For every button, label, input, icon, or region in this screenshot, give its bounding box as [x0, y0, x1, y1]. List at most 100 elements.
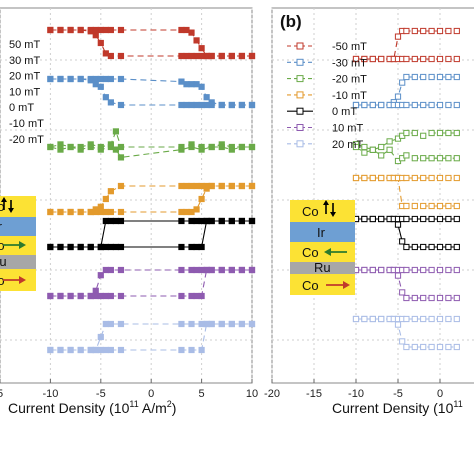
series-line-sweep-up: [356, 318, 457, 348]
data-point: [193, 266, 200, 274]
data-point: [403, 174, 410, 182]
data-point: [203, 101, 210, 109]
legend-swatch-marker: [296, 124, 304, 131]
legend-swatch-marker: [296, 75, 304, 83]
data-point: [352, 143, 360, 151]
data-point: [188, 81, 195, 88]
data-point: [47, 208, 54, 216]
data-point: [47, 143, 54, 151]
series-line-sweep-up: [50, 323, 252, 351]
data-point: [453, 101, 460, 109]
data-point: [107, 243, 114, 251]
data-point: [188, 182, 195, 190]
data-point: [77, 146, 84, 153]
data-point: [107, 52, 114, 60]
left-layer-stack: Co Ir Co Ru Co: [0, 196, 36, 291]
data-point: [178, 217, 185, 225]
right-layer-stack: Co Ir Co Ru Co: [290, 200, 355, 295]
data-point: [67, 208, 74, 216]
data-point: [57, 208, 64, 216]
right-tick-label: -20: [264, 388, 280, 400]
data-point: [193, 243, 200, 251]
data-point: [428, 243, 435, 251]
left-tick-label: 5: [0, 388, 3, 400]
left-tick-label: -10: [42, 388, 58, 400]
data-point: [193, 182, 200, 190]
data-point: [87, 292, 94, 300]
data-point: [445, 343, 452, 351]
series-line-sweep-up: [356, 76, 457, 106]
data-point: [403, 55, 410, 63]
data-point: [102, 217, 109, 225]
right-series--10-mT: [352, 174, 460, 210]
data-point: [436, 129, 444, 137]
data-point: [420, 215, 427, 223]
data-point: [203, 182, 210, 190]
data-point: [403, 202, 410, 210]
data-point: [453, 343, 460, 351]
data-point: [208, 320, 215, 328]
data-point: [188, 243, 195, 251]
data-point: [107, 75, 114, 83]
data-point: [208, 266, 215, 274]
data-point: [198, 52, 205, 60]
legend-label: 10 mT: [332, 123, 363, 135]
data-point: [92, 32, 99, 39]
left-series-50-mT: [47, 26, 256, 60]
data-point: [77, 208, 84, 216]
data-point: [47, 346, 54, 354]
data-point: [436, 73, 444, 81]
data-point: [178, 101, 185, 109]
right-tick-label: 0: [437, 388, 443, 400]
data-point: [117, 266, 125, 274]
data-point: [47, 75, 54, 83]
data-point: [403, 101, 410, 109]
data-point: [208, 182, 215, 190]
data-point: [361, 149, 368, 156]
data-point: [378, 174, 385, 182]
data-point: [117, 217, 125, 225]
data-point: [369, 55, 376, 63]
data-point: [97, 272, 104, 279]
data-point: [198, 266, 205, 274]
data-point: [248, 320, 256, 328]
data-point: [394, 272, 402, 279]
data-point: [248, 52, 256, 60]
data-point: [436, 155, 444, 162]
data-point: [436, 343, 444, 351]
data-point: [92, 81, 99, 88]
data-point: [92, 287, 99, 294]
right-plot-frame: [271, 7, 474, 384]
data-point: [178, 346, 185, 354]
data-point: [238, 217, 246, 225]
data-point: [178, 26, 185, 34]
data-point: [198, 182, 205, 190]
data-point: [178, 266, 185, 274]
data-point: [183, 182, 190, 190]
data-point: [183, 208, 190, 216]
data-point: [87, 346, 94, 354]
right-stack-ir: [290, 222, 355, 242]
data-point: [361, 174, 368, 182]
data-point: [403, 129, 410, 137]
data-point: [228, 182, 235, 190]
data-point: [183, 26, 190, 34]
left-series--10-mT: [47, 266, 256, 300]
left-legend: 50 mT 30 mT 20 mT 10 mT 0 mT -10 mT -20 mT: [9, 39, 44, 146]
data-point: [198, 101, 205, 109]
series-line-sweep-up: [356, 177, 457, 207]
data-point: [112, 128, 120, 135]
right-stack-co-top: [290, 200, 355, 222]
data-point: [178, 320, 185, 328]
data-point: [445, 315, 452, 323]
data-point: [238, 101, 246, 109]
data-point: [87, 208, 94, 216]
data-point: [77, 346, 84, 354]
data-point: [107, 217, 114, 225]
data-point: [403, 343, 410, 351]
data-point: [428, 266, 435, 274]
data-point: [445, 243, 452, 251]
data-point: [369, 266, 376, 274]
data-point: [97, 333, 104, 341]
data-point: [420, 343, 427, 351]
